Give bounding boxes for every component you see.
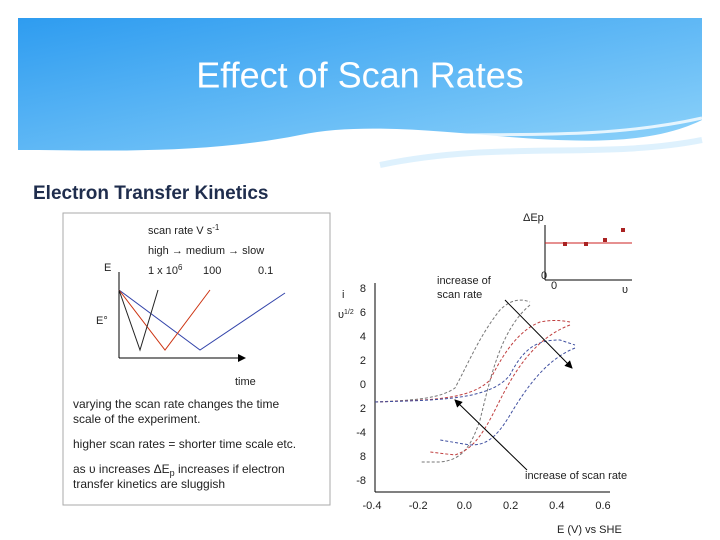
x-tick-label: -0.2	[409, 500, 428, 512]
note-line: scale of the experiment.	[73, 412, 200, 426]
note-line: higher scan rates = shorter time scale e…	[73, 437, 296, 451]
inset-y-label: ΔEp	[523, 212, 544, 224]
y-tick-label: 2	[360, 403, 366, 415]
y-tick-label: 4	[360, 331, 366, 343]
delta-ep-inset: ΔEp 0 0 υ	[523, 212, 632, 296]
y-tick-label: -8	[356, 475, 366, 487]
slide-title: Effect of Scan Rates	[196, 55, 524, 96]
rate-fast: 1 x 10	[148, 265, 178, 277]
y-tick-label: 2	[360, 355, 366, 367]
rate-fast-exponent: 6	[178, 263, 183, 272]
header-band	[18, 18, 703, 168]
x-axis-label: time	[235, 376, 256, 388]
note-line: increases if electron	[175, 462, 285, 476]
note-line: as υ increases ΔE	[73, 462, 170, 476]
y-tick-label: 0	[360, 379, 366, 391]
svg-text:υ1/2: υ1/2	[338, 309, 354, 321]
cv-y-label-2: υ	[338, 309, 344, 321]
rate-order: high → medium → slow	[148, 245, 264, 257]
x-tick-label: -0.4	[363, 500, 382, 512]
cv-x-label: E (V) vs SHE	[557, 524, 622, 536]
svg-text:as υ increases ΔEp increases i: as υ increases ΔEp increases if electron	[73, 462, 285, 478]
rate-medium: 100	[203, 265, 221, 277]
note-subscript: p	[170, 468, 175, 478]
cv-y-label: i	[342, 289, 344, 301]
x-tick-label: 0.2	[503, 500, 518, 512]
cv-y-label-exponent: 1/2	[344, 309, 354, 316]
x-tick-label: 0.4	[549, 500, 564, 512]
legend-exponent: -1	[212, 223, 220, 232]
inset-y-origin: 0	[541, 270, 547, 282]
y-tick-label: -4	[356, 427, 366, 439]
inset-x-origin: 0	[551, 280, 557, 292]
annotation: increase of scan rate	[525, 470, 627, 482]
note-line: transfer kinetics are sluggish	[73, 477, 225, 491]
y-tick-label: 8	[360, 283, 366, 295]
x-tick-label: 0.6	[595, 500, 610, 512]
cv-figure: i υ1/2 increase of scan rate increase of…	[338, 275, 627, 536]
annotation: scan rate	[437, 289, 482, 301]
y-axis-label: E	[104, 262, 111, 274]
svg-text:1 x 106: 1 x 106	[148, 263, 183, 277]
slide-subtitle: Electron Transfer Kinetics	[33, 183, 268, 204]
annotation: increase of	[437, 275, 492, 287]
y-tick-label: 8	[360, 451, 366, 463]
legend-title: scan rate V s	[148, 225, 213, 237]
svg-text:scan rate V s-1: scan rate V s-1	[148, 223, 220, 237]
waveform-panel: scan rate V s-1 high → medium → slow 1 x…	[62, 212, 331, 506]
rate-slow: 0.1	[258, 265, 273, 277]
reference-label: E°	[96, 315, 108, 327]
y-tick-label: 6	[360, 307, 366, 319]
inset-x-label: υ	[622, 284, 628, 296]
x-tick-label: 0.0	[457, 500, 472, 512]
note-line: varying the scan rate changes the time	[73, 397, 279, 411]
